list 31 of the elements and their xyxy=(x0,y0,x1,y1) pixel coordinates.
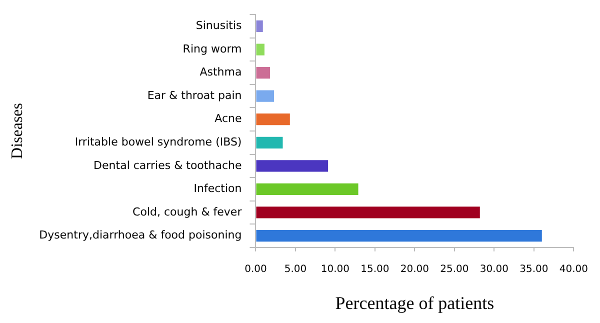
bar xyxy=(256,20,263,32)
x-tick-label: 35.00 xyxy=(520,264,548,275)
y-tick-label: Dental carries & toothache xyxy=(94,158,242,172)
x-axis-title: Percentage of patients xyxy=(335,292,494,313)
y-tick-label: Sinusitis xyxy=(196,19,242,32)
bar xyxy=(256,66,270,79)
y-axis-title: Diseases xyxy=(8,103,26,159)
y-tick-label: Dysentry,diarrhoea & food poisoning xyxy=(39,228,242,242)
y-tick-label: Ring worm xyxy=(182,42,242,56)
x-tick-label: 25.00 xyxy=(440,264,469,275)
x-tick-label: 15.00 xyxy=(360,264,390,275)
x-tick-label: 5.00 xyxy=(284,264,307,275)
bar xyxy=(256,183,358,196)
y-tick-label: Asthma xyxy=(200,66,242,79)
bar xyxy=(256,90,274,102)
x-tick-label: 40.00 xyxy=(559,264,588,275)
bar xyxy=(256,230,542,242)
x-tick-label: 10.00 xyxy=(320,264,350,275)
x-tick-label: 30.00 xyxy=(480,264,509,275)
y-tick-label: Ear & throat pain xyxy=(147,88,242,102)
y-tick-label: Irritable bowel syndrome (IBS) xyxy=(74,136,242,148)
bar xyxy=(256,114,290,126)
bar xyxy=(256,206,480,218)
y-tick-label: Acne xyxy=(214,112,242,126)
y-tick-label: Cold, cough & fever xyxy=(132,205,242,218)
bar xyxy=(256,160,328,172)
bar xyxy=(256,44,264,56)
x-tick-label: 0.00 xyxy=(244,264,267,275)
y-tick-label: Infection xyxy=(194,182,242,196)
bar xyxy=(256,136,283,148)
x-tick-label: 20.00 xyxy=(400,264,430,275)
